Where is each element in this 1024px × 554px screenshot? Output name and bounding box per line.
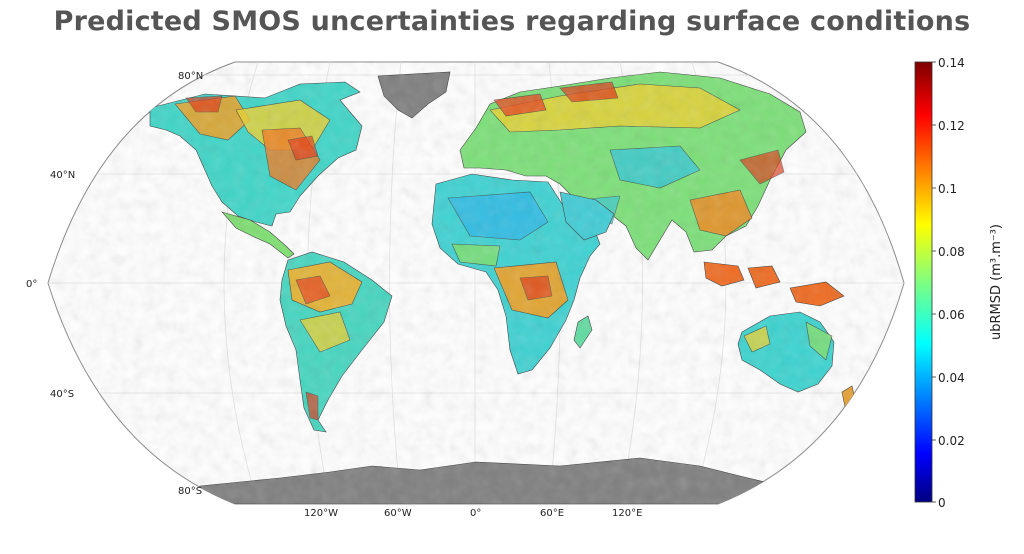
colorbar-tick-label: 0.1 [938, 182, 957, 196]
colorbar-tick-label: 0.08 [938, 245, 965, 259]
colorbar: 0.14 0.12 0.1 0.08 0.06 0.04 0.02 0 ubRM… [914, 56, 1004, 510]
colorbar-tick-label: 0.04 [938, 371, 965, 385]
colorbar-gradient [914, 61, 933, 503]
lat-label-40s: 40°S [50, 389, 74, 400]
colorbar-tick-label: 0 [938, 496, 946, 510]
colorbar-tick-label: 0.12 [938, 119, 965, 133]
chart-title: Predicted SMOS uncertainties regarding s… [53, 6, 971, 37]
lat-label-80s: 80°S [178, 486, 202, 497]
colorbar-tick-label: 0.02 [938, 434, 965, 448]
lon-label-60w: 60°W [384, 508, 412, 519]
colorbar-title: ubRMSD (m³.m⁻³) [989, 224, 1004, 340]
lon-label-0: 0° [470, 508, 481, 519]
lat-label-40n: 40°N [50, 170, 75, 181]
lon-label-120e: 120°E [612, 508, 642, 519]
colorbar-tick-label: 0.06 [938, 308, 965, 322]
colorbar-tick-label: 0.14 [938, 56, 965, 70]
lat-label-80n: 80°N [178, 71, 203, 82]
lat-label-0: 0° [26, 279, 37, 290]
lon-label-120w: 120°W [304, 508, 338, 519]
lon-label-60e: 60°E [540, 508, 564, 519]
